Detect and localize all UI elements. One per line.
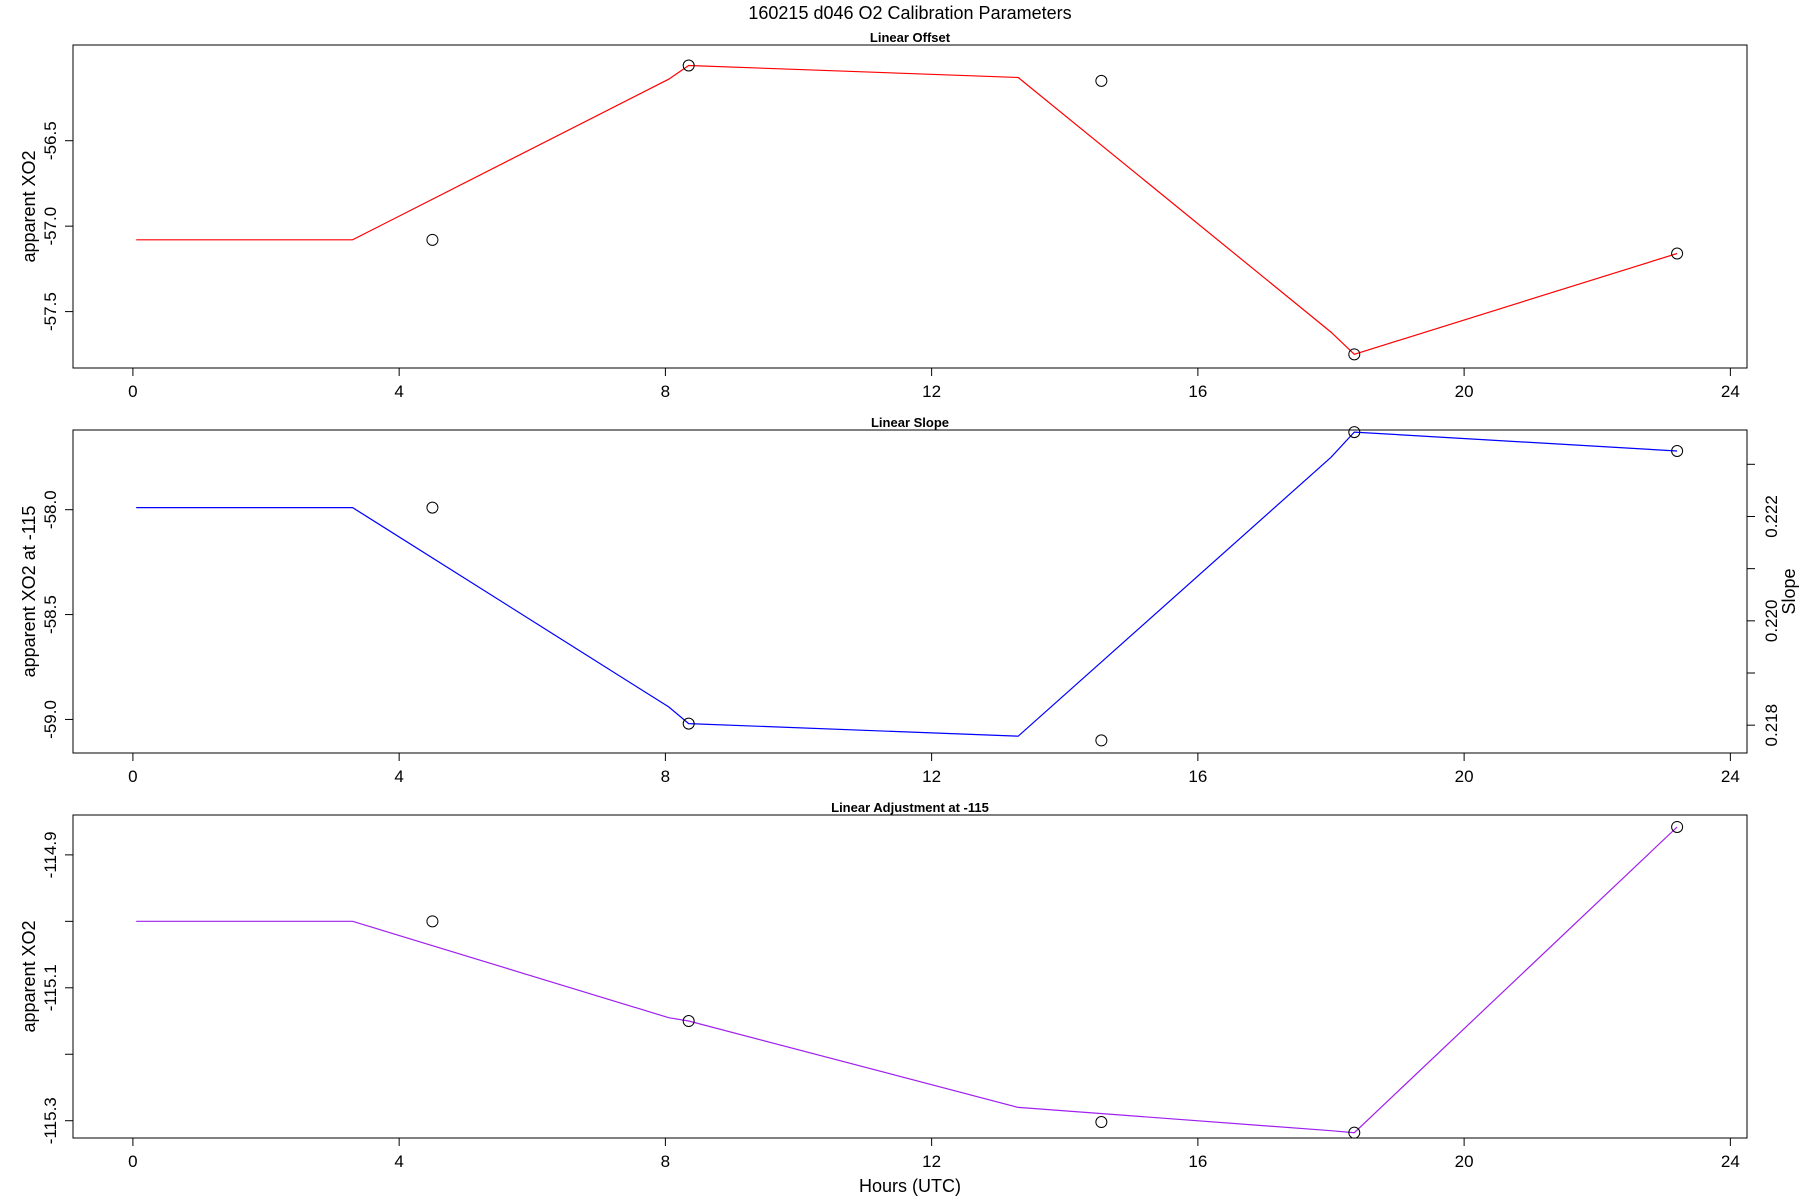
y-tick-label: -115.3 bbox=[41, 1097, 60, 1144]
y-tick-label: -56.5 bbox=[41, 121, 60, 160]
data-point bbox=[426, 233, 439, 246]
y-tick-label: -115.1 bbox=[41, 964, 60, 1011]
y-axis-label: apparent XO2 bbox=[19, 150, 39, 262]
panel-title: Linear Adjustment at -115 bbox=[831, 800, 989, 815]
y-axis-label: apparent XO2 bbox=[19, 920, 39, 1032]
y-tick-label: -58.5 bbox=[41, 595, 60, 634]
panels: Linear Offset 0 4 8 12 16 20 24 -56.5 -57.0 -57.5 a… bbox=[19, 30, 1799, 1171]
right-y-tick-label: 0.218 bbox=[1762, 704, 1781, 747]
plot-frame bbox=[72, 429, 1748, 754]
x-tick-label: 24 bbox=[1721, 1152, 1740, 1171]
data-point bbox=[1348, 348, 1361, 361]
x-tick-label: 24 bbox=[1721, 382, 1740, 401]
x-tick-label: 16 bbox=[1188, 767, 1207, 786]
data-point bbox=[1095, 734, 1108, 747]
data-point bbox=[1095, 1116, 1108, 1129]
data-point bbox=[1671, 820, 1684, 833]
x-tick-label: 12 bbox=[922, 382, 941, 401]
y-tick-label: -58.0 bbox=[41, 490, 60, 529]
x-tick-label: 4 bbox=[394, 382, 403, 401]
x-tick-label: 4 bbox=[394, 1152, 403, 1171]
fit-line bbox=[136, 64, 1678, 355]
data-point bbox=[682, 717, 695, 730]
right-y-tick-label: 0.220 bbox=[1762, 600, 1781, 643]
data-point bbox=[1671, 444, 1684, 457]
panel-title: Linear Slope bbox=[871, 415, 949, 430]
x-tick-label: 12 bbox=[922, 767, 941, 786]
y-tick-label: -57.0 bbox=[41, 207, 60, 246]
panel-title: Linear Offset bbox=[870, 30, 951, 45]
x-axis-label: Hours (UTC) bbox=[859, 1176, 961, 1196]
x-tick-label: 0 bbox=[128, 767, 137, 786]
x-tick-label: 8 bbox=[661, 1152, 670, 1171]
x-tick-label: 24 bbox=[1721, 767, 1740, 786]
panel-2: Linear Slope 0 4 8 12 16 20 24 -58.0 -58.5 -59.0 ap… bbox=[19, 415, 1799, 786]
plot-frame bbox=[72, 814, 1748, 1139]
panel-3: Linear Adjustment at -115 0 4 8 12 16 20 24 -114… bbox=[19, 800, 1748, 1171]
data-point bbox=[1671, 247, 1684, 260]
x-tick-label: 20 bbox=[1455, 767, 1474, 786]
x-tick-label: 8 bbox=[661, 767, 670, 786]
data-point bbox=[682, 1015, 695, 1028]
y-tick-label: -59.0 bbox=[41, 700, 60, 739]
right-y-axis-label: Slope bbox=[1779, 568, 1799, 614]
fit-line bbox=[136, 826, 1678, 1134]
y-tick-label: -57.5 bbox=[41, 292, 60, 331]
fit-line bbox=[136, 431, 1678, 737]
plot-frame bbox=[72, 44, 1748, 369]
x-tick-label: 20 bbox=[1455, 1152, 1474, 1171]
x-tick-label: 16 bbox=[1188, 1152, 1207, 1171]
data-point bbox=[682, 59, 695, 72]
y-tick-label: -114.9 bbox=[41, 831, 60, 878]
data-point bbox=[1348, 1126, 1361, 1139]
x-tick-label: 16 bbox=[1188, 382, 1207, 401]
x-tick-label: 0 bbox=[128, 382, 137, 401]
x-tick-label: 0 bbox=[128, 1152, 137, 1171]
data-point bbox=[426, 915, 439, 928]
x-tick-label: 20 bbox=[1455, 382, 1474, 401]
data-point bbox=[1348, 426, 1361, 439]
x-tick-label: 12 bbox=[922, 1152, 941, 1171]
panel-1: Linear Offset 0 4 8 12 16 20 24 -56.5 -57.0 -57.5 a… bbox=[19, 30, 1748, 401]
right-y-tick-label: 0.222 bbox=[1762, 495, 1781, 538]
data-point bbox=[426, 501, 439, 514]
x-tick-label: 4 bbox=[394, 767, 403, 786]
data-point bbox=[1095, 74, 1108, 87]
figure-title: 160215 d046 O2 Calibration Parameters bbox=[748, 3, 1071, 23]
y-axis-label: apparent XO2 at -115 bbox=[19, 506, 39, 678]
x-tick-label: 8 bbox=[661, 382, 670, 401]
